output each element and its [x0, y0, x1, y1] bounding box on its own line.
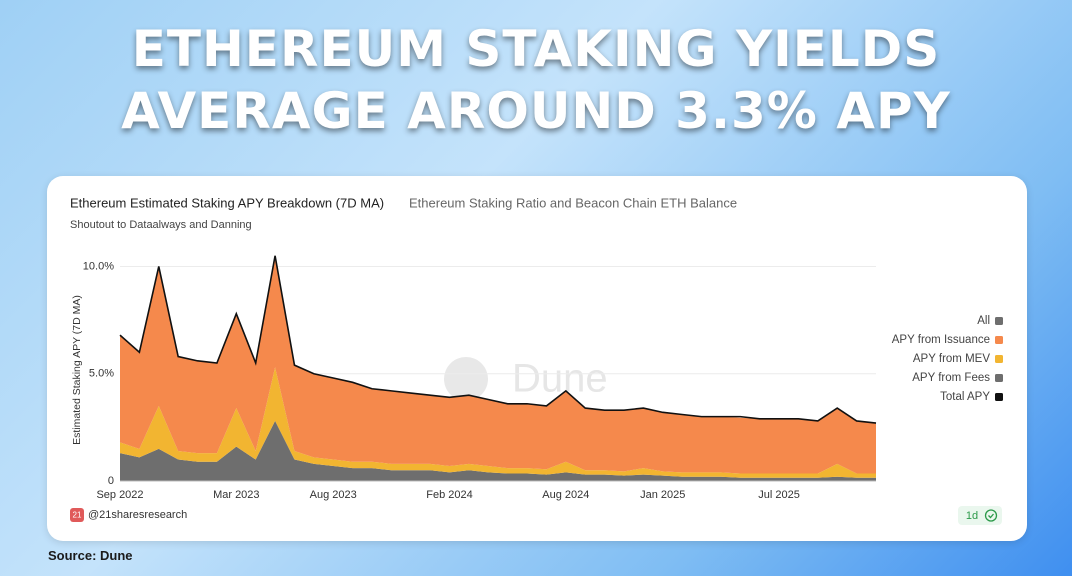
line — [119, 255, 877, 424]
handle: @21sharesresearch — [88, 509, 187, 521]
y-tick-label: 0 — [108, 475, 114, 487]
y-tick-label: 10.0% — [83, 260, 114, 272]
area — [120, 367, 876, 478]
y-axis-label: Estimated Staking APY (7D MA) — [71, 295, 83, 445]
legend-label: APY from Issuance — [892, 334, 990, 346]
chart-subtitle: Shoutout to Dataalways and Danning — [70, 219, 252, 231]
legend-swatch — [995, 374, 1003, 382]
logo — [70, 508, 84, 522]
logo-text: 21 — [73, 511, 82, 520]
headline-line: ETHEREUM STAKING YIELDS — [131, 20, 941, 78]
legend-swatch — [995, 317, 1003, 325]
badge[interactable] — [958, 506, 1002, 525]
x-tick-label: Jul 2025 — [758, 489, 800, 501]
legend-label: APY from MEV — [913, 353, 990, 365]
x-tick-label: Sep 2022 — [96, 489, 143, 501]
chart-tab[interactable]: Ethereum Staking Ratio and Beacon Chain … — [409, 195, 737, 210]
x-tick-label: Mar 2023 — [213, 489, 259, 501]
watermark-logo — [444, 357, 488, 401]
x-tick-label: Aug 2023 — [310, 489, 357, 501]
legend-label: All — [977, 315, 990, 327]
x-tick-label: Aug 2024 — [542, 489, 589, 501]
badge-check — [988, 513, 994, 519]
badge-icon — [984, 509, 998, 522]
area — [120, 255, 876, 474]
badge-text: 1d — [966, 510, 978, 522]
area — [120, 420, 876, 481]
headline: ETHEREUM STAKING YIELDS AVERAGE AROUND 3… — [0, 18, 1072, 142]
headline-line: AVERAGE AROUND 3.3% APY — [121, 82, 951, 140]
legend-swatch — [995, 336, 1003, 344]
x-tick-label: Feb 2024 — [426, 489, 472, 501]
legend-label: APY from Fees — [912, 372, 990, 384]
chart-title: Ethereum Estimated Staking APY Breakdown… — [70, 195, 384, 210]
legend-swatch — [995, 355, 1003, 363]
x-tick-label: Jan 2025 — [640, 489, 685, 501]
source: Source: Dune — [48, 548, 133, 563]
legend-label: Total APY — [940, 391, 990, 403]
legend-swatch — [995, 393, 1003, 401]
watermark: Dune — [512, 357, 608, 401]
y-tick-label: 5.0% — [89, 368, 114, 380]
